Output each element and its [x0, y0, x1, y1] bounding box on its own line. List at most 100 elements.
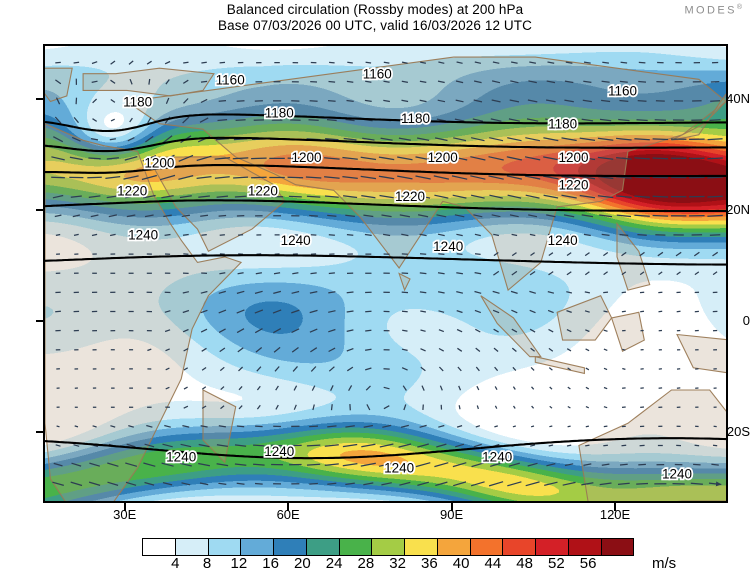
contour-label: 1160	[361, 65, 394, 84]
contour-label-text: 1200	[291, 150, 321, 165]
colorbar-tick-label: 36	[421, 555, 438, 572]
colorbar-swatch	[175, 539, 209, 555]
x-axis-tick-label: 60E	[276, 507, 300, 522]
contour-label-text: 1240	[264, 444, 294, 459]
colorbar-tick-label: 4	[171, 555, 180, 572]
contour-label: 1200	[290, 148, 324, 167]
contour-label: 1220	[246, 182, 280, 201]
height-contour	[45, 199, 726, 213]
contour-label: 1200	[143, 154, 177, 173]
modes-logo: MODES®	[684, 4, 742, 17]
contour-label: 1240	[546, 231, 580, 250]
contour-label-text: 1200	[144, 156, 174, 171]
contour-label-text: 1220	[395, 189, 425, 204]
contour-label: 1240	[126, 226, 160, 245]
height-contour	[45, 164, 726, 178]
contour-label: 1160	[214, 71, 247, 90]
colorbar-swatch	[437, 539, 471, 555]
contour-label-text: 1180	[123, 95, 152, 110]
contour-label-text: 1180	[401, 111, 430, 126]
coastline	[676, 333, 726, 374]
contour-label: 1180	[263, 104, 296, 123]
modes-logo-mark: ®	[736, 4, 742, 11]
contour-label-text: 1160	[216, 72, 245, 87]
x-axis-tick-label: 30E	[113, 507, 137, 522]
contour-label-text: 1240	[482, 450, 512, 465]
contour-label-text: 1220	[117, 183, 147, 198]
contour-label-text: 1180	[265, 106, 294, 121]
x-axis-tick-mark	[614, 503, 617, 511]
contour-label-text: 1240	[662, 466, 692, 481]
height-contour	[45, 136, 726, 153]
colorbar-tick-label: 28	[357, 555, 375, 572]
height-contour	[45, 113, 726, 133]
colorbar-unit-label: m/s	[652, 555, 677, 572]
colorbar-swatch	[601, 539, 634, 555]
contour-label: 1240	[480, 448, 514, 467]
colorbar-tick-label: 32	[389, 555, 406, 572]
colorbar-swatch	[241, 539, 274, 555]
colorbar-swatch	[503, 539, 536, 555]
modes-logo-text: MODES	[684, 4, 737, 17]
x-axis-tick-mark	[123, 503, 126, 511]
colorbar-tick-label: 16	[262, 555, 279, 572]
page-title: Balanced circulation (Rossby modes) at 2…	[226, 2, 524, 17]
contour-label-text: 1180	[548, 117, 577, 132]
colorbar-swatch	[405, 539, 438, 555]
colorbar-swatch	[208, 539, 242, 555]
x-axis-tick-mark	[450, 503, 453, 511]
coastline	[610, 311, 645, 352]
coastline	[534, 356, 585, 375]
contour-label-text: 1220	[558, 178, 588, 193]
contour-label-text: 1240	[548, 233, 578, 248]
coastline	[45, 67, 73, 103]
contour-label: 1240	[164, 448, 198, 467]
contour-label: 1180	[546, 115, 579, 134]
contour-label-text: 1240	[166, 450, 196, 465]
shading-band	[595, 154, 726, 203]
contour-label-text: 1220	[248, 183, 278, 198]
height-contour	[45, 254, 726, 460]
colorbar-swatch	[568, 539, 602, 555]
contour-label-text: 1200	[558, 150, 588, 165]
contour-label: 1220	[393, 187, 427, 206]
weather-map: 1160 1160 1160 1180 1180 1180 1180 1200 1200 1200…	[45, 46, 726, 501]
y-axis-tick-label: 20N	[726, 202, 750, 218]
colorbar-swatch	[143, 539, 176, 555]
contour-label-text: 1240	[384, 461, 414, 476]
colorbar-tick-label: 40	[452, 555, 470, 572]
contour-label-text: 1240	[281, 233, 311, 248]
contour-label-text: 1160	[608, 83, 637, 98]
y-axis-tick-label: 0	[742, 313, 750, 329]
colorbar-tick-label: 8	[202, 555, 212, 572]
map-plot-area: 1160 1160 1160 1180 1180 1180 1180 1200 1200 1200…	[43, 44, 728, 503]
colorbar-swatch	[274, 539, 307, 555]
colorbar-swatch	[470, 539, 504, 555]
contour-label: 1180	[399, 109, 432, 128]
colorbar-swatch	[306, 539, 340, 555]
colorbar-tick-label: 24	[325, 555, 343, 572]
coastline	[398, 272, 411, 292]
y-axis-tick-mark	[36, 98, 45, 101]
colorbar-swatch	[339, 539, 373, 555]
colorbar-tick-label: 56	[579, 555, 597, 572]
colorbar-swatch	[372, 539, 405, 555]
wind-vectors	[51, 60, 723, 486]
coastline	[556, 295, 613, 341]
contour-label: 1240	[660, 465, 694, 484]
colorbar-tick-label: 12	[230, 555, 248, 572]
colorbar-tick-label: 44	[484, 555, 502, 572]
contour-label: 1220	[115, 182, 149, 201]
colorbar-tick-label: 48	[516, 555, 533, 572]
contour-label: 1240	[382, 459, 416, 478]
contour-label: 1220	[557, 176, 591, 195]
contour-label-text: 1240	[433, 239, 463, 254]
coastline	[82, 67, 215, 97]
coastline	[671, 93, 726, 141]
x-axis-tick-label: 120E	[599, 507, 631, 522]
colorbar-swatch	[536, 539, 569, 555]
contour-label: 1160	[606, 82, 639, 101]
contour-label-text: 1200	[428, 150, 458, 165]
page-subtitle: Base 07/03/2026 00 UTC, valid 16/03/2026…	[218, 18, 532, 33]
colorbar	[142, 538, 635, 556]
